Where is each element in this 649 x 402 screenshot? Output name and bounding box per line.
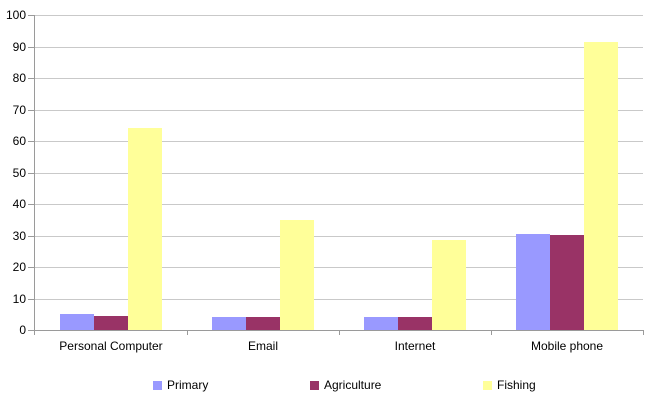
legend-item-fishing: Fishing [483, 379, 536, 392]
legend-swatch-primary [153, 381, 162, 390]
bar-agriculture-personal-computer [94, 316, 128, 330]
bar-fishing-email [280, 220, 314, 330]
y-axis-tick-0 [28, 330, 35, 331]
y-axis-tick-100 [28, 15, 35, 16]
gridline-40 [35, 204, 643, 205]
y-axis-line [34, 15, 35, 335]
bar-agriculture-mobile-phone [550, 235, 584, 330]
x-axis-line [35, 330, 644, 331]
legend-item-primary: Primary [153, 379, 208, 392]
y-axis-tick-label-70: 70 [12, 103, 26, 117]
gridline-20 [35, 267, 643, 268]
bar-primary-personal-computer [60, 314, 94, 330]
legend-label-agriculture: Agriculture [324, 378, 382, 392]
legend-swatch-fishing [483, 381, 492, 390]
y-axis-tick-label-20: 20 [12, 260, 26, 274]
y-axis-tick-50 [28, 173, 35, 174]
y-axis-tick-label-60: 60 [12, 134, 26, 148]
x-axis-tick-4 [643, 330, 644, 335]
bar-agriculture-internet [398, 317, 432, 330]
bar-fishing-personal-computer [128, 128, 162, 330]
y-axis-tick-label-90: 90 [12, 40, 26, 54]
gridline-70 [35, 110, 643, 111]
x-axis-label-personal-computer: Personal Computer [59, 339, 163, 353]
y-axis-tick-10 [28, 299, 35, 300]
gridline-60 [35, 141, 643, 142]
legend-item-agriculture: Agriculture [310, 379, 381, 392]
legend-label-primary: Primary [167, 378, 209, 392]
gridline-80 [35, 78, 643, 79]
y-axis-tick-20 [28, 267, 35, 268]
legend-label-fishing: Fishing [497, 378, 536, 392]
bar-primary-email [212, 317, 246, 330]
y-axis-tick-70 [28, 110, 35, 111]
y-axis-tick-label-0: 0 [19, 323, 26, 337]
gridline-50 [35, 173, 643, 174]
gridline-30 [35, 236, 643, 237]
x-axis-label-email: Email [247, 339, 278, 353]
bar-fishing-mobile-phone [584, 42, 618, 330]
y-axis-tick-40 [28, 204, 35, 205]
y-axis-tick-label-30: 30 [12, 229, 26, 243]
y-axis-tick-80 [28, 78, 35, 79]
y-axis-tick-90 [28, 47, 35, 48]
y-axis-tick-60 [28, 141, 35, 142]
x-axis-tick-3 [491, 330, 492, 335]
gridline-10 [35, 299, 643, 300]
y-axis-tick-label-40: 40 [12, 197, 26, 211]
y-axis-tick-30 [28, 236, 35, 237]
gridline-90 [35, 47, 643, 48]
y-axis-tick-label-100: 100 [5, 8, 26, 22]
y-axis-tick-label-10: 10 [12, 292, 26, 306]
bar-primary-internet [364, 317, 398, 330]
gridline-100 [35, 15, 643, 16]
x-axis-tick-2 [339, 330, 340, 335]
legend-swatch-agriculture [310, 381, 319, 390]
x-axis-label-mobile-phone: Mobile phone [530, 339, 604, 353]
x-axis-tick-1 [187, 330, 188, 335]
bar-agriculture-email [246, 317, 280, 330]
y-axis-tick-label-80: 80 [12, 71, 26, 85]
bar-fishing-internet [432, 240, 466, 330]
x-axis-label-internet: Internet [394, 339, 436, 353]
y-axis-tick-label-50: 50 [12, 166, 26, 180]
bar-primary-mobile-phone [516, 234, 550, 330]
